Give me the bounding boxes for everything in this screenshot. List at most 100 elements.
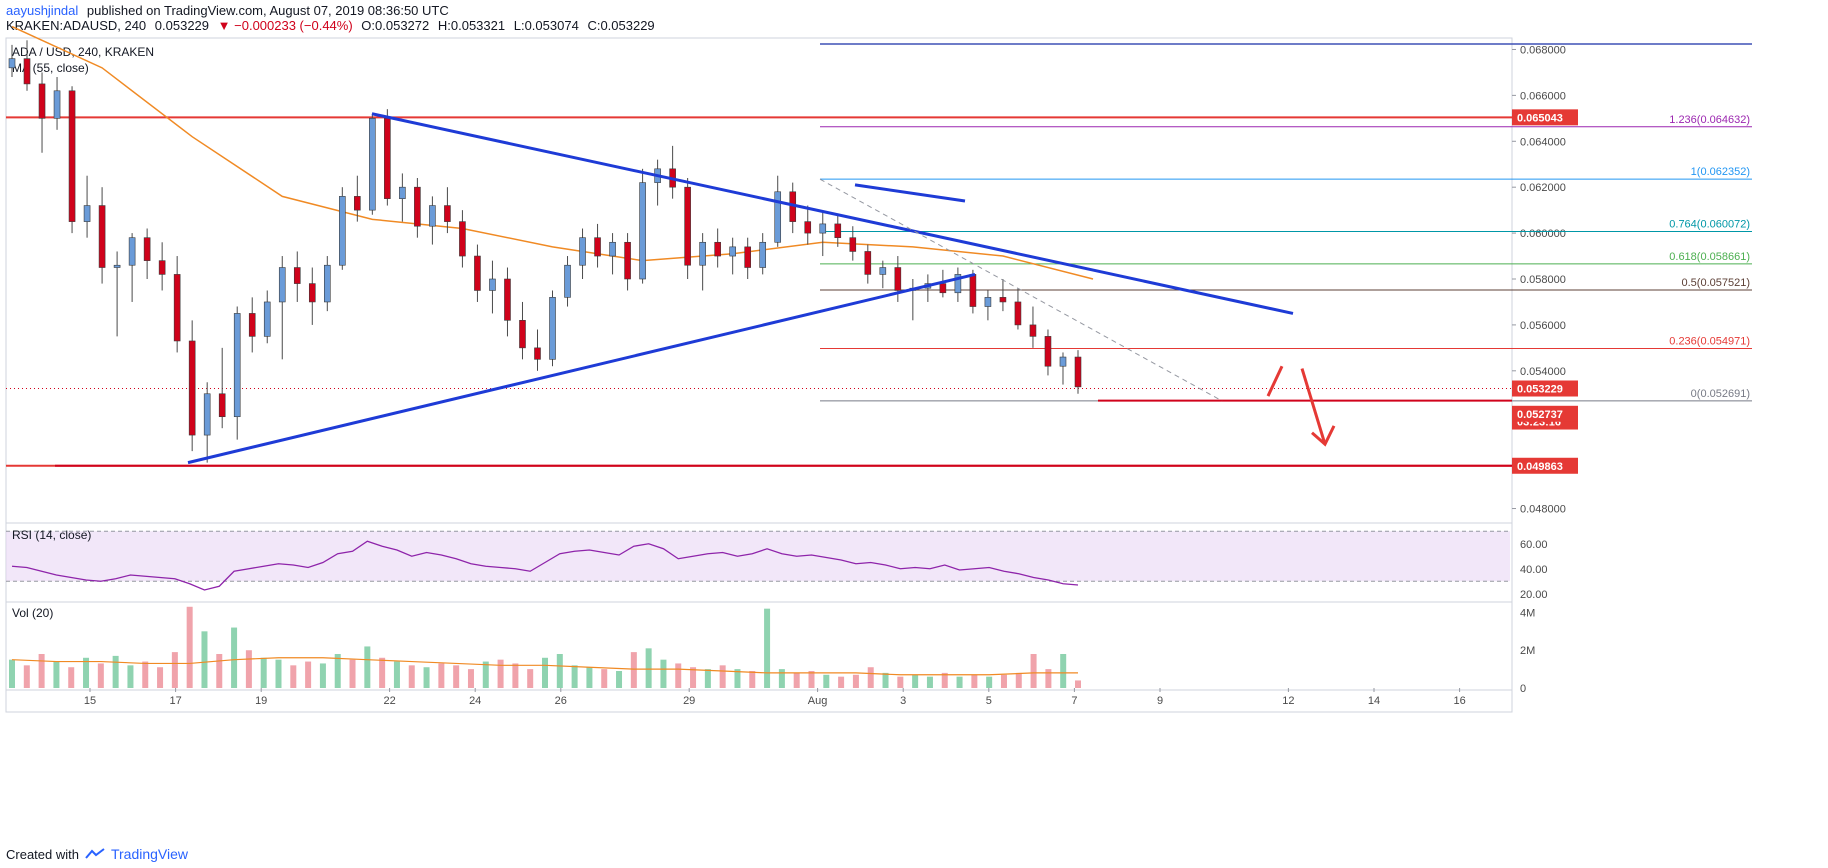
- volume-bar: [941, 672, 948, 688]
- volume-bar: [9, 659, 15, 688]
- volume-bar: [97, 663, 104, 688]
- volume-bar: [897, 676, 904, 688]
- ascending-trend-line: [187, 272, 976, 465]
- rsi-tick-label: 60.00: [1520, 539, 1548, 551]
- candle-body: [774, 191, 782, 243]
- forecast-arrow-down: [1300, 368, 1327, 445]
- volume-bar: [867, 667, 874, 688]
- volume-bar: [453, 665, 460, 688]
- x-tick-label: 24: [469, 695, 481, 707]
- volume-bar: [127, 665, 134, 688]
- y-tick-label: 0.060000: [1520, 228, 1566, 240]
- last-price: 0.053229: [154, 18, 210, 33]
- descending-trend-line: [371, 112, 1294, 315]
- candle-body: [699, 241, 706, 266]
- candle-body: [98, 205, 106, 268]
- volume-bar: [393, 661, 400, 688]
- fib-level-label: 0(0.052691): [1691, 388, 1750, 400]
- candle-body: [684, 186, 691, 266]
- volume-bar: [1015, 672, 1022, 688]
- candle-body: [549, 297, 556, 360]
- volume-bar: [201, 631, 208, 688]
- candle-body: [1074, 356, 1082, 388]
- volume-bar: [290, 665, 297, 688]
- y-tick-label: 0.064000: [1520, 136, 1566, 148]
- volume-bar: [571, 665, 578, 688]
- rsi-tick-label: 20.00: [1520, 589, 1548, 601]
- short-resistance-line: [854, 183, 966, 203]
- volume-bar: [527, 669, 534, 688]
- candle-body: [714, 241, 721, 257]
- volume-bar: [764, 608, 771, 688]
- candle-body: [308, 283, 316, 303]
- candle-body: [759, 241, 767, 268]
- fib-level-label: 1.236(0.064632): [1669, 114, 1750, 126]
- publisher-name[interactable]: aayushjindal: [6, 3, 79, 18]
- candle-body: [744, 246, 751, 268]
- symbol-label: KRAKEN:ADAUSD, 240: [6, 18, 147, 33]
- volume-bar: [275, 659, 282, 688]
- y-tick-label: 0.054000: [1520, 366, 1566, 378]
- candle-body: [879, 267, 887, 275]
- candle-body: [969, 274, 977, 307]
- volume-bar: [260, 657, 267, 688]
- candle-body: [504, 278, 511, 321]
- volume-bar: [38, 654, 45, 688]
- candle-body: [429, 205, 436, 227]
- candle-body: [804, 221, 812, 234]
- volume-bar: [1000, 674, 1007, 688]
- candle-body: [819, 223, 827, 234]
- volume-bar: [231, 627, 238, 688]
- candle-body: [579, 237, 586, 266]
- candle-body: [984, 297, 992, 307]
- volume-tick-label: 4M: [1520, 607, 1535, 619]
- y-tick-label: 0.062000: [1520, 182, 1566, 194]
- candle-body: [519, 320, 526, 349]
- x-tick-label: 14: [1368, 695, 1380, 707]
- candle-body: [594, 237, 601, 257]
- level-price-label: 0.065043: [1517, 112, 1563, 124]
- candle-body: [1059, 356, 1067, 367]
- candle-body: [609, 241, 616, 257]
- volume-bar: [986, 676, 993, 688]
- volume-bar: [749, 671, 756, 688]
- y-tick-label: 0.056000: [1520, 320, 1566, 332]
- candle-body: [23, 58, 31, 85]
- volume-bar: [68, 667, 75, 688]
- chart-header: aayushjindal published on TradingView.co…: [6, 3, 660, 33]
- fib-guide-line: [819, 178, 1223, 402]
- volume-bar: [956, 676, 963, 688]
- volume-bar: [882, 672, 889, 688]
- volume-bar: [379, 657, 386, 688]
- price-tag: [1512, 405, 1578, 422]
- volume-bar: [1060, 654, 1067, 688]
- volume-ma-line: [11, 657, 1078, 676]
- volume-bar: [556, 654, 563, 688]
- ma-55-line: [11, 25, 1094, 280]
- x-tick-label: 17: [169, 695, 181, 707]
- y-tick-label: 0.058000: [1520, 274, 1566, 286]
- volume-bar: [467, 669, 474, 688]
- volume-bar: [793, 672, 800, 688]
- candle-body: [68, 90, 76, 222]
- candle-body: [834, 223, 842, 238]
- candle-body: [173, 274, 181, 342]
- ma-legend: MA (55, close): [12, 61, 89, 75]
- chart-frame: [5, 37, 1513, 713]
- volume-bar: [542, 657, 548, 688]
- volume-bar: [186, 606, 193, 688]
- y-tick-label: 0.048000: [1520, 504, 1566, 516]
- candle-body: [1014, 301, 1022, 326]
- candle-body: [128, 237, 136, 266]
- volume-bar: [660, 659, 667, 688]
- brand-name[interactable]: TradingView: [110, 846, 189, 862]
- fib-level-label: 1(0.062352): [1691, 166, 1750, 178]
- created-with-text: Created with: [6, 846, 79, 862]
- x-tick-label: 3: [900, 695, 906, 707]
- candle-body: [474, 255, 481, 291]
- candle-body: [143, 237, 151, 261]
- fib-level-label: 0.764(0.060072): [1669, 218, 1750, 230]
- volume-bar: [971, 674, 978, 688]
- x-tick-label: 29: [683, 695, 695, 707]
